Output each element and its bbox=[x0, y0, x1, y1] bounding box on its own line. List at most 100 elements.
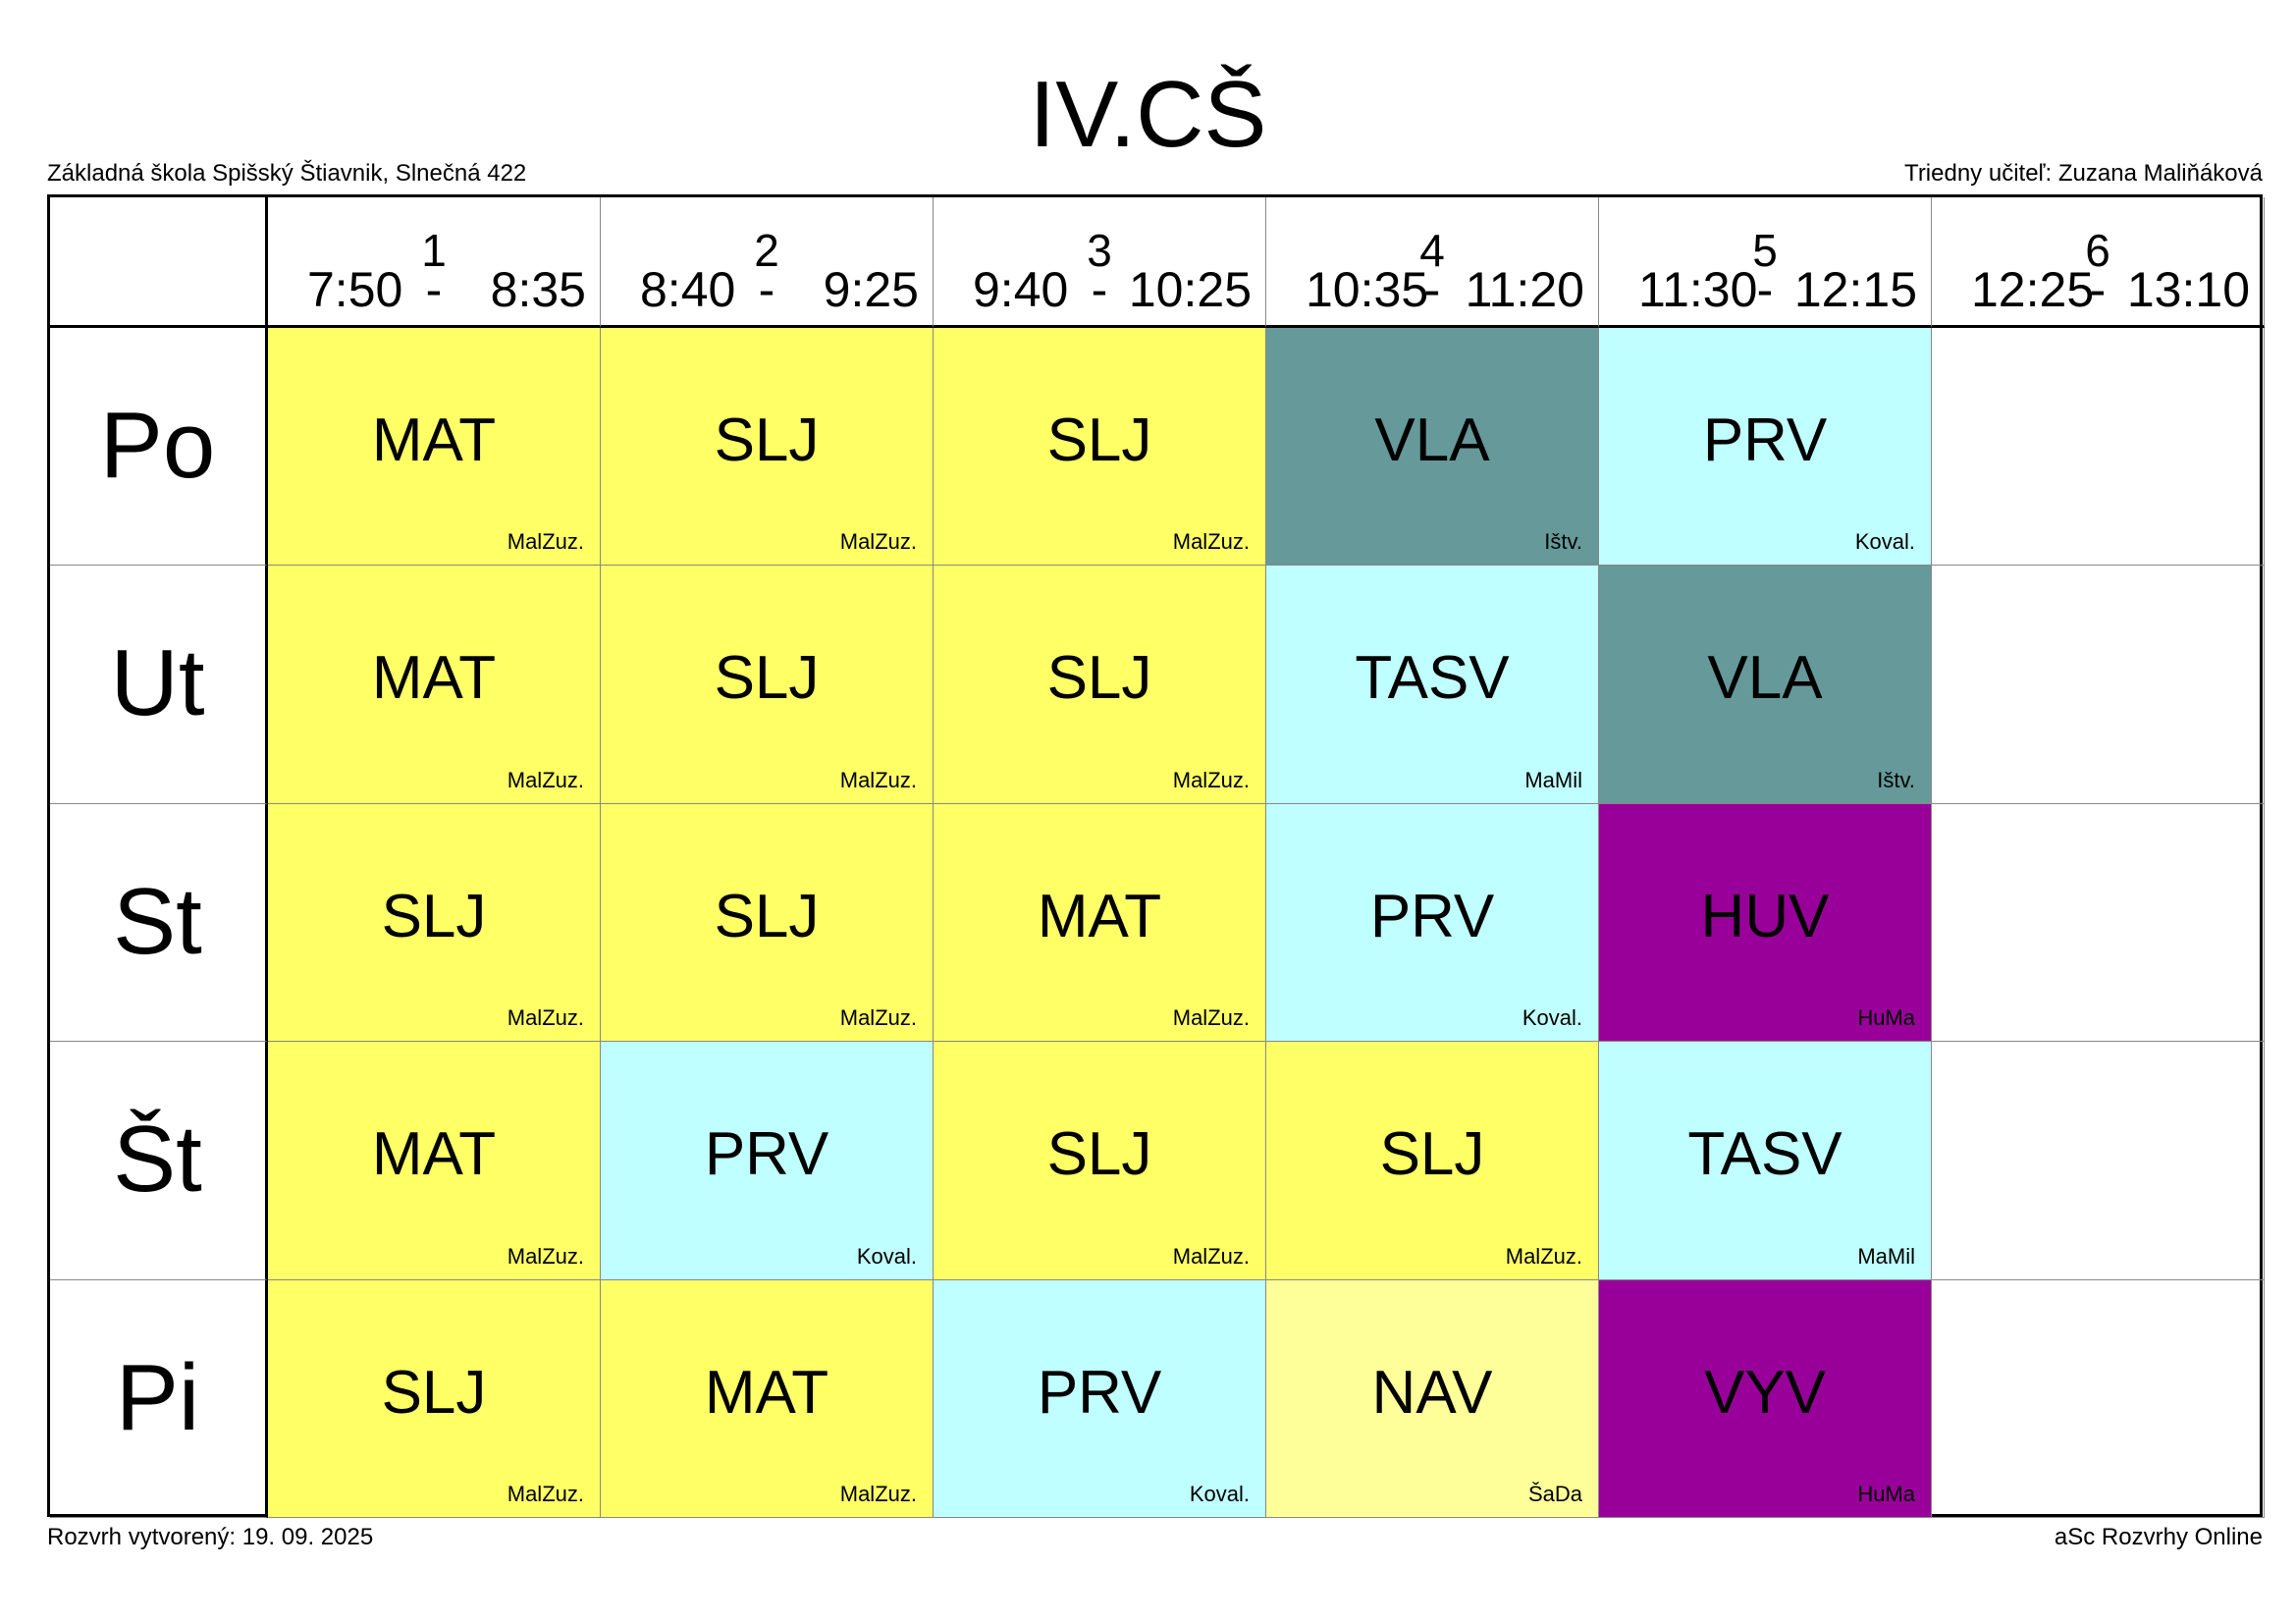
period-number: 6 bbox=[2085, 225, 2110, 276]
teacher: MalZuz. bbox=[1172, 767, 1250, 792]
period-header: 7:50-1 8:35 bbox=[268, 197, 601, 328]
subject: SLJ bbox=[714, 882, 820, 950]
lesson-cell: MAT MalZuz. bbox=[268, 1042, 601, 1280]
teacher: MalZuz. bbox=[1172, 1005, 1250, 1031]
lesson-cell: SLJ MalZuz. bbox=[934, 1042, 1266, 1280]
period-start: 10:35 bbox=[1306, 262, 1429, 317]
day-name: Pi bbox=[115, 1344, 200, 1450]
lesson-cell: SLJ MalZuz. bbox=[601, 803, 934, 1043]
teacher: MalZuz. bbox=[507, 767, 584, 792]
lesson-cell bbox=[1932, 328, 2265, 567]
lesson-cell: SLJ MalZuz. bbox=[601, 566, 934, 804]
period-start: 7:50 bbox=[307, 262, 403, 317]
timetable-grid: 7:50-1 8:35 8:40-2 9:25 9:40-3 10:25 10:35-4 11… bbox=[47, 194, 2265, 1518]
day-cell: Ut bbox=[50, 566, 268, 804]
period-end: 10:25 bbox=[1128, 262, 1252, 317]
day-name: Ut bbox=[110, 630, 205, 736]
period-header: 8:40-2 9:25 bbox=[601, 197, 934, 328]
class-title: IV.CŠ bbox=[1029, 62, 1267, 167]
teacher: MaMil bbox=[1524, 767, 1582, 792]
teacher: Koval. bbox=[1189, 1481, 1250, 1506]
lesson-cell: PRV Koval. bbox=[1266, 803, 1599, 1043]
teacher: MalZuz. bbox=[507, 1243, 584, 1269]
lesson-cell bbox=[1932, 1042, 2265, 1280]
teacher: Ištv. bbox=[1544, 529, 1582, 555]
teacher: MalZuz. bbox=[839, 529, 917, 555]
teacher: Koval. bbox=[856, 1243, 917, 1269]
lesson-cell: NAV ŠaDa bbox=[1266, 1279, 1599, 1518]
lesson-cell: MAT MalZuz. bbox=[268, 566, 601, 804]
teacher: HuMa bbox=[1857, 1481, 1915, 1506]
subject: PRV bbox=[1702, 406, 1828, 474]
subject: MAT bbox=[371, 644, 497, 713]
lesson-cell: SLJ MalZuz. bbox=[268, 803, 601, 1043]
lesson-cell: PRV Koval. bbox=[934, 1279, 1266, 1518]
teacher: MalZuz. bbox=[839, 1005, 917, 1031]
period-header: 10:35-4 11:20 bbox=[1266, 197, 1599, 328]
subject: VLA bbox=[1707, 644, 1823, 713]
period-header: 12:25-6 13:10 bbox=[1932, 197, 2265, 328]
lesson-cell: MAT MalZuz. bbox=[934, 803, 1266, 1043]
subject: SLJ bbox=[714, 406, 820, 474]
lesson-cell bbox=[1932, 803, 2265, 1043]
lesson-cell: PRV Koval. bbox=[1599, 328, 1932, 567]
period-dash: - bbox=[758, 262, 775, 317]
lesson-cell: TASV MaMil bbox=[1266, 566, 1599, 804]
lesson-cell: VYV HuMa bbox=[1599, 1279, 1932, 1518]
teacher: MalZuz. bbox=[1505, 1243, 1582, 1269]
corner-cell bbox=[50, 197, 268, 328]
period-start: 8:40 bbox=[640, 262, 736, 317]
lesson-cell: TASV MaMil bbox=[1599, 1042, 1932, 1280]
lesson-cell: SLJ MalZuz. bbox=[601, 328, 934, 567]
period-dash: - bbox=[1091, 262, 1108, 317]
period-end: 11:20 bbox=[1465, 262, 1584, 317]
teacher: MalZuz. bbox=[507, 529, 584, 555]
period-time: 9:40-3 10:25 bbox=[934, 225, 1265, 317]
teacher: Koval. bbox=[1854, 529, 1915, 555]
teacher: ŠaDa bbox=[1527, 1481, 1582, 1506]
period-time: 10:35-4 11:20 bbox=[1266, 225, 1598, 317]
day-cell: Pi bbox=[50, 1279, 268, 1518]
subject: PRV bbox=[704, 1120, 829, 1189]
lesson-cell: VLA Ištv. bbox=[1266, 328, 1599, 567]
period-dash: - bbox=[2089, 262, 2107, 317]
teacher: MalZuz. bbox=[1172, 529, 1250, 555]
teacher: MalZuz. bbox=[507, 1481, 584, 1506]
period-number: 5 bbox=[1752, 225, 1778, 276]
period-time: 7:50-1 8:35 bbox=[268, 225, 600, 317]
subject: MAT bbox=[371, 1120, 497, 1189]
teacher: MalZuz. bbox=[507, 1005, 584, 1031]
period-dash: - bbox=[425, 262, 443, 317]
lesson-cell: SLJ MalZuz. bbox=[934, 566, 1266, 804]
period-number: 3 bbox=[1087, 225, 1112, 276]
subject: MAT bbox=[371, 406, 497, 474]
period-end: 12:15 bbox=[1793, 262, 1917, 317]
teacher: MalZuz. bbox=[839, 767, 917, 792]
subject: VLA bbox=[1374, 406, 1490, 474]
period-header: 9:40-3 10:25 bbox=[934, 197, 1266, 328]
subject: SLJ bbox=[1046, 1120, 1152, 1189]
subject: SLJ bbox=[1046, 644, 1152, 713]
lesson-cell: PRV Koval. bbox=[601, 1042, 934, 1280]
subject: TASV bbox=[1687, 1120, 1842, 1189]
lesson-cell: HUV HuMa bbox=[1599, 803, 1932, 1043]
period-end: 13:10 bbox=[2126, 262, 2250, 317]
period-time: 12:25-6 13:10 bbox=[1932, 225, 2264, 317]
teacher: MalZuz. bbox=[839, 1481, 917, 1506]
period-time: 11:30-5 12:15 bbox=[1599, 225, 1931, 317]
subject: TASV bbox=[1355, 644, 1510, 713]
period-start: 11:30 bbox=[1638, 262, 1758, 317]
period-time: 8:40-2 9:25 bbox=[601, 225, 933, 317]
subject: SLJ bbox=[1046, 406, 1152, 474]
subject: SLJ bbox=[381, 882, 487, 950]
lesson-cell: SLJ MalZuz. bbox=[934, 328, 1266, 567]
subject: HUV bbox=[1700, 882, 1830, 950]
teacher: MalZuz. bbox=[1172, 1243, 1250, 1269]
period-number: 1 bbox=[421, 225, 447, 276]
teacher: HuMa bbox=[1857, 1005, 1915, 1031]
subject: NAV bbox=[1371, 1358, 1493, 1427]
subject: MAT bbox=[1037, 882, 1162, 950]
period-dash: - bbox=[1756, 262, 1774, 317]
period-start: 9:40 bbox=[973, 262, 1069, 317]
subject: SLJ bbox=[1379, 1120, 1485, 1189]
